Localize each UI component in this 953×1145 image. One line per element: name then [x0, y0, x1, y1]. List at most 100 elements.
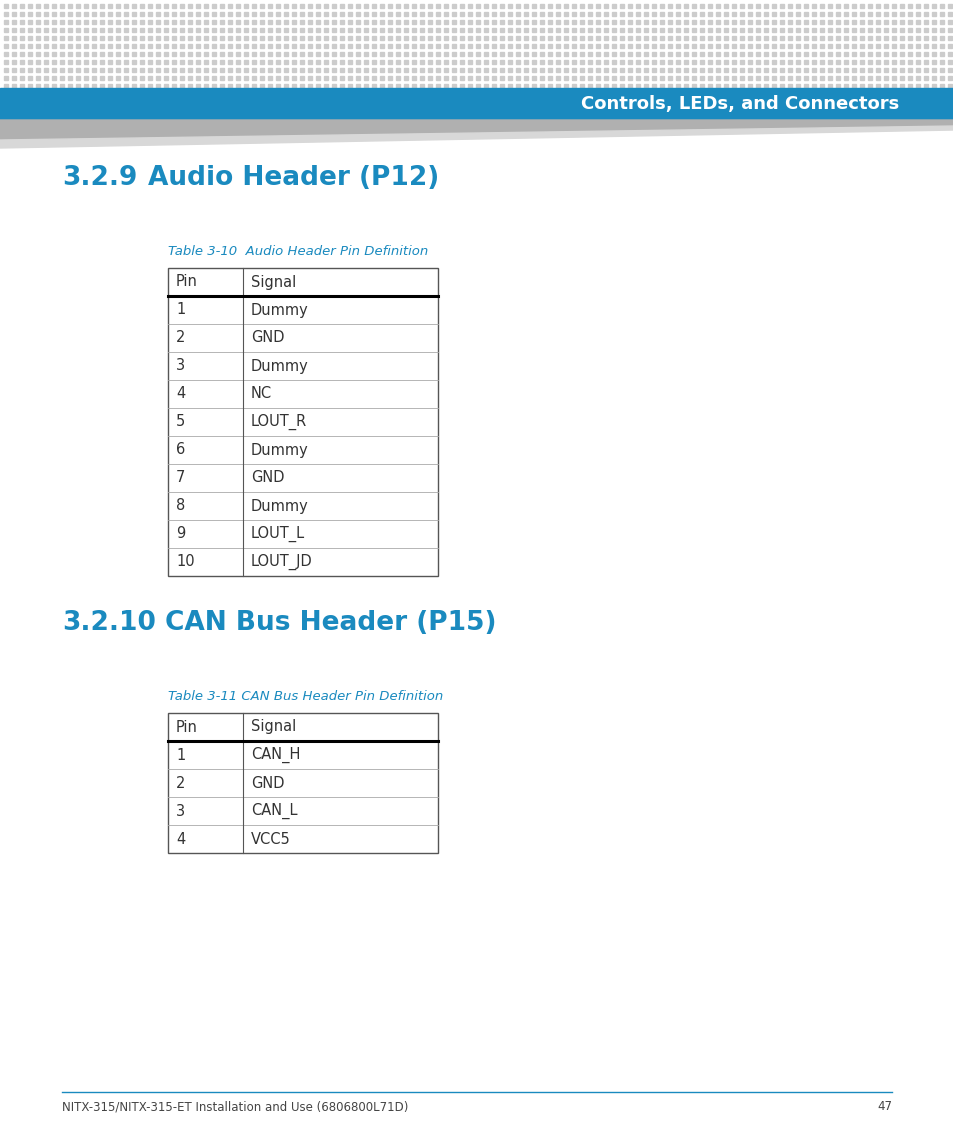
Bar	[220, 68, 224, 72]
Bar	[499, 52, 503, 56]
Bar	[651, 68, 656, 72]
Bar	[164, 3, 168, 8]
Bar	[44, 84, 48, 88]
Bar	[275, 11, 280, 16]
Bar	[443, 3, 448, 8]
Bar	[180, 27, 184, 32]
Bar	[443, 44, 448, 48]
Bar	[939, 35, 943, 40]
Bar	[795, 68, 800, 72]
Bar	[707, 27, 711, 32]
Bar	[299, 52, 304, 56]
Bar	[60, 11, 64, 16]
Bar	[132, 44, 136, 48]
Bar	[787, 60, 791, 64]
Text: NC: NC	[251, 387, 272, 402]
Bar	[412, 44, 416, 48]
Bar	[492, 76, 496, 80]
Text: Signal: Signal	[251, 275, 296, 290]
Bar	[12, 27, 16, 32]
Bar	[268, 19, 272, 24]
Bar	[603, 3, 607, 8]
Bar	[556, 68, 559, 72]
Bar	[563, 68, 567, 72]
Bar	[195, 76, 200, 80]
Bar	[667, 76, 671, 80]
Bar	[20, 68, 24, 72]
Bar	[268, 60, 272, 64]
Bar	[468, 3, 472, 8]
Bar	[851, 52, 855, 56]
Bar	[931, 11, 935, 16]
Bar	[596, 11, 599, 16]
Bar	[419, 76, 423, 80]
Bar	[923, 52, 927, 56]
Bar	[275, 76, 280, 80]
Bar	[891, 60, 895, 64]
Bar	[859, 68, 863, 72]
Bar	[523, 3, 527, 8]
Bar	[740, 27, 743, 32]
Bar	[835, 44, 840, 48]
Bar	[252, 35, 255, 40]
Bar	[116, 52, 120, 56]
Bar	[419, 35, 423, 40]
Text: 3.2.10: 3.2.10	[62, 610, 155, 635]
Bar	[755, 35, 760, 40]
Bar	[228, 19, 232, 24]
Bar	[771, 27, 775, 32]
Bar	[939, 3, 943, 8]
Bar	[931, 60, 935, 64]
Bar	[412, 68, 416, 72]
Bar	[787, 84, 791, 88]
Bar	[747, 68, 751, 72]
Bar	[452, 52, 456, 56]
Bar	[787, 76, 791, 80]
Bar	[443, 60, 448, 64]
Bar	[348, 27, 352, 32]
Bar	[252, 52, 255, 56]
Bar	[627, 68, 631, 72]
Bar	[76, 19, 80, 24]
Text: 4: 4	[175, 831, 185, 846]
Bar	[275, 35, 280, 40]
Bar	[843, 60, 847, 64]
Bar	[483, 44, 488, 48]
Bar	[827, 52, 831, 56]
Bar	[619, 11, 623, 16]
Bar	[348, 60, 352, 64]
Bar	[811, 27, 815, 32]
Bar	[60, 3, 64, 8]
Bar	[747, 84, 751, 88]
Bar	[452, 44, 456, 48]
Bar	[140, 84, 144, 88]
Bar	[691, 19, 696, 24]
Bar	[532, 35, 536, 40]
Bar	[763, 27, 767, 32]
Bar	[939, 27, 943, 32]
Bar	[372, 44, 375, 48]
Bar	[899, 60, 903, 64]
Bar	[76, 60, 80, 64]
Bar	[867, 76, 871, 80]
Bar	[843, 84, 847, 88]
Bar	[612, 52, 616, 56]
Bar	[436, 68, 439, 72]
Bar	[324, 19, 328, 24]
Bar	[459, 35, 463, 40]
Bar	[740, 68, 743, 72]
Bar	[348, 3, 352, 8]
Bar	[212, 76, 215, 80]
Text: GND: GND	[251, 775, 284, 790]
Bar	[931, 84, 935, 88]
Bar	[339, 52, 344, 56]
Bar	[379, 60, 384, 64]
Bar	[308, 3, 312, 8]
Bar	[547, 84, 552, 88]
Bar	[195, 44, 200, 48]
Bar	[348, 11, 352, 16]
Bar	[780, 27, 783, 32]
Bar	[612, 11, 616, 16]
Bar	[643, 27, 647, 32]
Bar	[676, 52, 679, 56]
